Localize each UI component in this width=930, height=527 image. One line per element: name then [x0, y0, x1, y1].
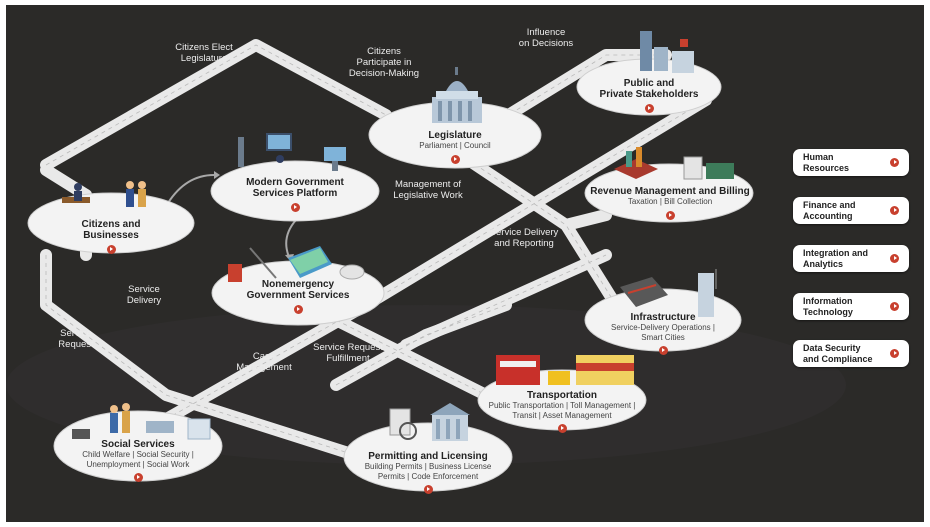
node-title: Revenue Management and Billing	[590, 186, 750, 197]
node-infrastructure[interactable]: Infrastructure Service-Delivery Operatio…	[590, 312, 736, 360]
node-legislature[interactable]: Legislature Parliament | Council	[390, 130, 520, 169]
side-button-information-technology[interactable]: Information Technology	[793, 293, 909, 320]
node-title: Transportation	[526, 390, 597, 401]
play-icon[interactable]	[293, 305, 303, 314]
label-service-delivery-reporting: Service Delivery and Reporting	[489, 227, 559, 249]
road-network	[6, 39, 846, 492]
revenue-charts-icon	[614, 147, 734, 180]
label-case-management: Case Management	[236, 351, 292, 373]
node-title: Modern Government Services Platform	[246, 177, 344, 199]
play-icon[interactable]	[890, 254, 899, 263]
play-icon[interactable]	[890, 206, 899, 215]
node-subtitle: Service-Delivery Operations | Smart Citi…	[611, 323, 715, 342]
play-icon[interactable]	[133, 473, 143, 482]
node-citizens[interactable]: Citizens and Businesses	[46, 219, 176, 259]
play-icon[interactable]	[557, 424, 567, 433]
node-title: Public and Private Stakeholders	[599, 78, 699, 100]
node-subtitle: Child Welfare | Social Security | Unempl…	[82, 450, 194, 469]
node-subtitle: Taxation | Bill Collection	[627, 197, 713, 206]
label-citizens-participate: Citizens Participate in Decision-Making	[348, 46, 420, 79]
social-services-illustration-icon	[72, 403, 211, 440]
arrow-citizens-platform	[167, 174, 215, 204]
play-icon[interactable]	[290, 203, 300, 212]
side-button-label: Integration and Analytics	[803, 248, 868, 269]
label-service-request: Service Request	[58, 328, 94, 350]
side-button-label: Finance and Accounting	[803, 200, 856, 221]
side-button-label: Data Security and Compliance	[803, 343, 873, 364]
label-service-delivery: Service Delivery	[126, 284, 162, 306]
node-title: Infrastructure	[630, 312, 696, 323]
play-icon[interactable]	[890, 158, 899, 167]
play-icon[interactable]	[658, 346, 668, 355]
node-subtitle: Public Transportation | Toll Management …	[488, 401, 636, 420]
island-platform	[210, 160, 380, 222]
node-title: Nonemergency Government Services	[246, 279, 350, 301]
play-icon[interactable]	[890, 349, 899, 358]
legislature-building-icon	[432, 67, 482, 123]
permitting-illustration-icon	[389, 403, 470, 441]
side-button-integration[interactable]: Integration and Analytics	[793, 245, 909, 272]
infrastructure-illustration-icon	[620, 269, 717, 317]
transportation-vehicles-icon	[496, 355, 634, 385]
label-citizens-elect: Citizens Elect Legislature	[175, 42, 233, 64]
diagram-board: Citizens Elect Legislature Citizens Part…	[6, 5, 924, 522]
node-platform[interactable]: Modern Government Services Platform	[220, 177, 370, 217]
node-revenue[interactable]: Revenue Management and Billing Taxation …	[590, 186, 750, 225]
label-management-legislative: Management of Legislative Work	[393, 179, 463, 201]
play-icon[interactable]	[423, 485, 433, 494]
side-button-human-resources[interactable]: Human Resources	[793, 149, 909, 176]
side-button-label: Information Technology	[803, 296, 853, 317]
stakeholders-buildings-icon	[640, 31, 694, 73]
node-title: Citizens and Businesses	[81, 219, 141, 241]
node-permitting[interactable]: Permitting and Licensing Building Permit…	[352, 451, 504, 499]
node-title: Legislature	[428, 130, 482, 141]
node-stakeholders[interactable]: Public and Private Stakeholders	[586, 78, 712, 118]
play-icon[interactable]	[665, 210, 675, 220]
node-title: Social Services	[101, 439, 175, 450]
node-subtitle: Building Permits | Business License Perm…	[364, 462, 492, 481]
node-nonemergency[interactable]: Nonemergency Government Services	[220, 279, 376, 319]
side-button-data-security[interactable]: Data Security and Compliance	[793, 340, 909, 367]
nonemergency-illustration-icon	[228, 246, 365, 282]
side-button-finance[interactable]: Finance and Accounting	[793, 197, 909, 224]
node-social[interactable]: Social Services Child Welfare | Social S…	[68, 439, 208, 487]
label-service-request-fulfillment: Service Request Fulfillment	[313, 342, 383, 364]
platform-illustration-icon	[238, 133, 346, 171]
label-influence: Influence on Decisions	[518, 27, 574, 49]
node-transportation[interactable]: Transportation Public Transportation | T…	[480, 390, 644, 438]
node-title: Permitting and Licensing	[368, 451, 488, 462]
arrow-platform-nonemergency	[285, 219, 297, 258]
play-icon[interactable]	[644, 104, 654, 113]
node-subtitle: Parliament | Council	[419, 141, 491, 150]
play-icon[interactable]	[106, 245, 116, 254]
play-icon[interactable]	[450, 154, 460, 164]
side-button-label: Human Resources	[803, 152, 850, 173]
play-icon[interactable]	[890, 302, 899, 311]
citizens-illustration-icon	[62, 181, 146, 207]
